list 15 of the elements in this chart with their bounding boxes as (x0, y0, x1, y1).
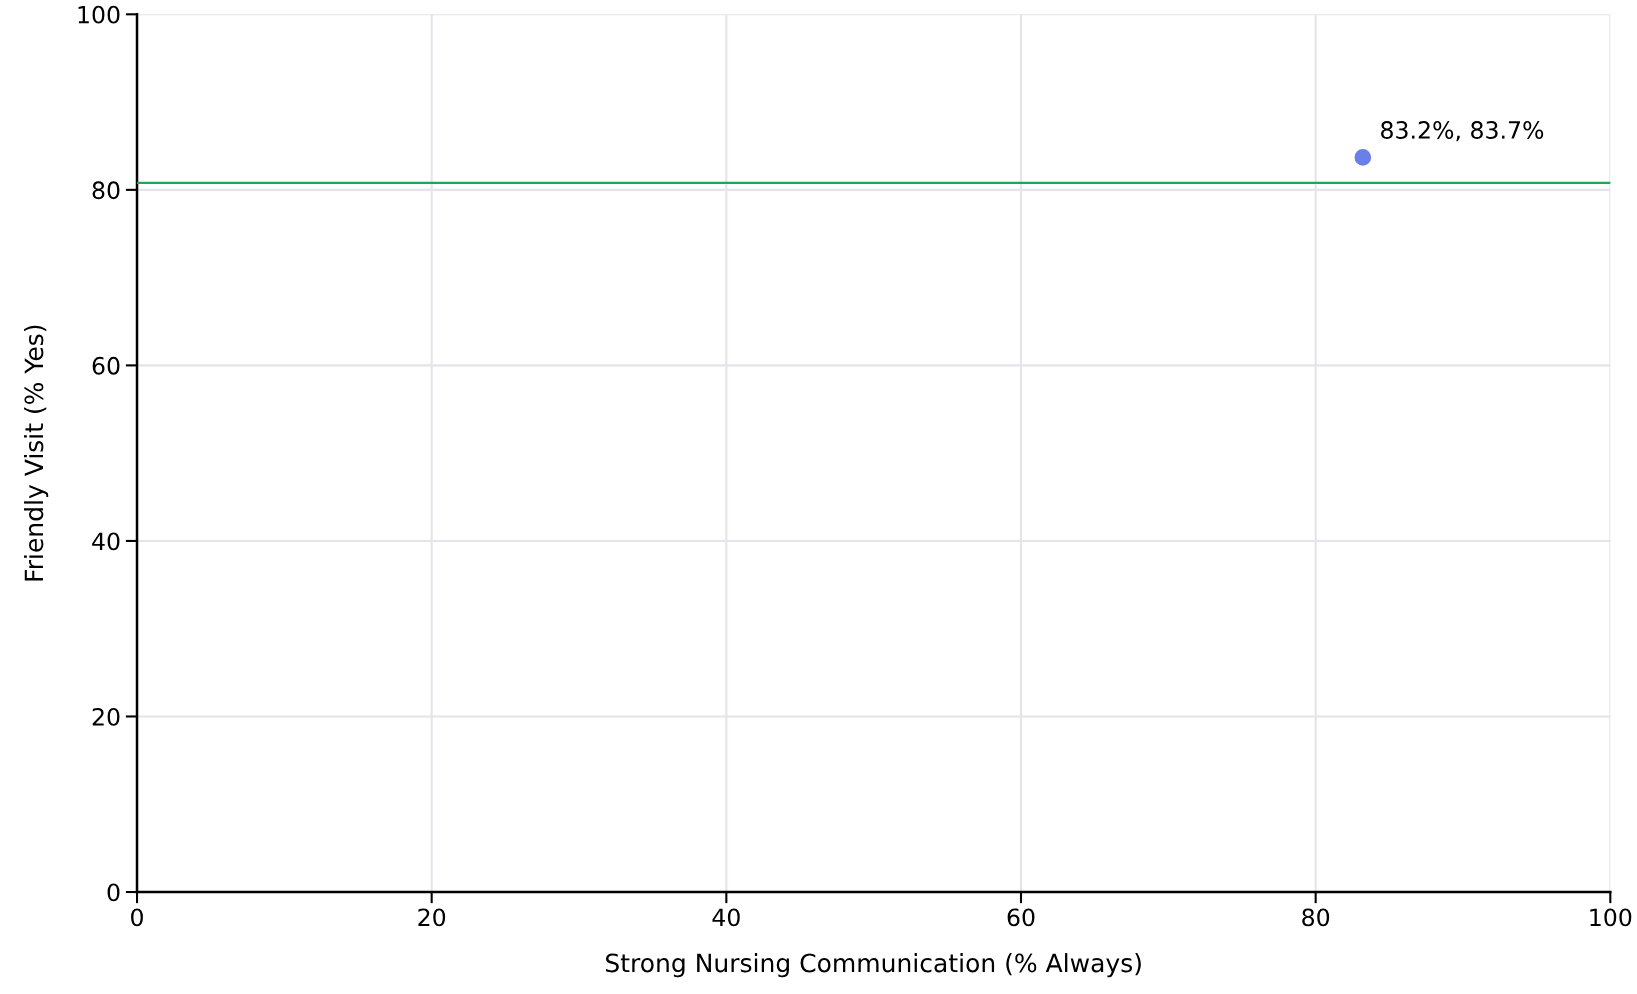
x-tick-label: 20 (418, 908, 446, 927)
y-tick-label: 60 (92, 356, 120, 375)
x-tick-label: 0 (131, 908, 143, 927)
y-tick-label: 80 (92, 181, 120, 200)
y-tick-label: 20 (92, 707, 120, 726)
x-tick-label: 80 (1302, 908, 1330, 927)
y-tick-label: 100 (78, 5, 120, 24)
data-label: 83.2%, 83.7% (1381, 121, 1544, 142)
y-tick-label: 0 (107, 883, 120, 902)
x-axis-title: Strong Nursing Communication (% Always) (606, 953, 1141, 978)
x-tick-label: 40 (712, 908, 740, 927)
y-tick-label: 40 (92, 532, 120, 551)
y-axis-title: Friendly Visit (% Yes) (24, 325, 49, 581)
x-tick-label: 100 (1590, 908, 1632, 927)
x-tick-label: 60 (1007, 908, 1035, 927)
